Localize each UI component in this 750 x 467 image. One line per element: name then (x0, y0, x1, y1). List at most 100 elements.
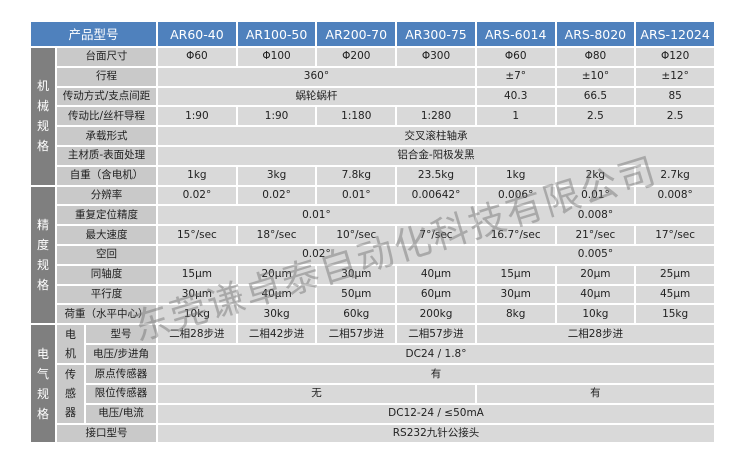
cell: 25μm (636, 265, 714, 284)
table-row: 限位传感器 无 有 (31, 384, 714, 403)
cell: 2.5 (556, 107, 635, 126)
table-row: 电压/电流 DC12-24 / ≤50mA (31, 404, 714, 423)
table-row: 重复定位精度 0.01° 0.008° (31, 206, 714, 225)
section-electrical: 电气规格 (31, 325, 55, 443)
model-header: ARS-8020 (556, 22, 635, 46)
cell: ±10° (556, 67, 635, 86)
cell: 1kg (476, 166, 555, 185)
cell: 7.8kg (317, 166, 396, 185)
cell: 0.00642° (397, 186, 475, 205)
cell: ±7° (476, 67, 555, 86)
cell: 1:90 (237, 107, 316, 126)
cell: 1 (476, 107, 555, 126)
cell: 0.006° (476, 186, 555, 205)
cell: 17°/sec (636, 226, 714, 244)
cell: 85 (636, 87, 714, 106)
row-label: 型号 (86, 325, 157, 344)
cell: 0.02° (237, 186, 316, 205)
cell: 40μm (397, 265, 475, 284)
row-label: 行程 (57, 67, 157, 86)
cell: 0.01° (158, 206, 475, 225)
row-label: 分辨率 (57, 186, 157, 205)
row-label: 承载形式 (57, 127, 157, 145)
table-row: 精度规格 分辨率 0.02° 0.02° 0.01° 0.00642° 0.00… (31, 186, 714, 324)
cell: 0.02° (158, 186, 236, 205)
cell: 30μm (317, 265, 396, 284)
cell: 8kg (476, 305, 555, 324)
spec-table: 产品型号 AR60-40 AR100-50 AR200-70 AR300-75 … (29, 20, 716, 444)
group-sensor: 传感器 (57, 365, 84, 423)
cell: 20μm (556, 265, 635, 284)
table-row: 行程 360° ±7° ±10° ±12° (31, 67, 714, 86)
cell: 0.01° (556, 186, 635, 205)
table-row: 机械规格 台面尺寸 Φ60 Φ100 Φ200 Φ300 Φ60 Φ80 Φ12… (31, 48, 714, 185)
cell: 15μm (476, 265, 555, 284)
row-label: 自重（含电机） (57, 166, 157, 185)
group-motor: 电机 (57, 325, 84, 364)
cell: 二相28步进 (158, 325, 236, 344)
table-row: 最大速度 15°/sec 18°/sec 10°/sec 7°/sec 16.7… (31, 226, 714, 244)
row-label: 限位传感器 (86, 384, 157, 403)
cell: 30μm (476, 285, 555, 304)
cell: 有 (476, 384, 714, 403)
cell: 10°/sec (317, 226, 396, 244)
cell: RS232九针公接头 (158, 424, 714, 443)
row-label: 主材质-表面处理 (57, 146, 157, 165)
cell: 二相28步进 (476, 325, 714, 344)
cell: 0.005° (476, 245, 714, 264)
cell: DC12-24 / ≤50mA (158, 404, 714, 423)
cell: 15kg (636, 305, 714, 324)
cell: 200kg (397, 305, 475, 324)
cell: 23.5kg (397, 166, 475, 185)
cell: 18°/sec (237, 226, 316, 244)
cell: 3kg (237, 166, 316, 185)
cell: 0.008° (636, 186, 714, 205)
cell: 50μm (317, 285, 396, 304)
cell: 30μm (158, 285, 236, 304)
cell: ±12° (636, 67, 714, 86)
cell: 二相57步进 (317, 325, 396, 344)
row-label: 平行度 (57, 285, 157, 304)
row-label: 最大速度 (57, 226, 157, 244)
cell: 60μm (397, 285, 475, 304)
cell: 0.008° (476, 206, 714, 225)
cell: 360° (158, 67, 475, 86)
model-header: AR200-70 (317, 22, 396, 46)
cell: 0.02° (158, 245, 475, 264)
table-row: 接口型号 RS232九针公接头 (31, 424, 714, 443)
model-header: AR60-40 (158, 22, 236, 46)
section-precision: 精度规格 (31, 186, 55, 324)
cell: 2kg (556, 166, 635, 185)
cell: 交叉滚柱轴承 (158, 127, 714, 145)
header-title: 产品型号 (31, 22, 157, 46)
cell: 10kg (556, 305, 635, 324)
cell: 10kg (158, 305, 236, 324)
cell: Φ60 (476, 48, 555, 66)
cell: 无 (158, 384, 475, 403)
cell: 2.7kg (636, 166, 714, 185)
row-label: 电压/步进角 (86, 345, 157, 364)
cell: Φ200 (317, 48, 396, 66)
table-row: 主材质-表面处理 铝合金-阳极发黑 (31, 146, 714, 165)
model-header: ARS-6014 (476, 22, 555, 46)
cell: DC24 / 1.8° (158, 345, 714, 364)
row-label: 荷重（水平中心） (57, 305, 157, 324)
row-label: 同轴度 (57, 265, 157, 284)
model-header: AR300-75 (397, 22, 475, 46)
cell: 16.7°/sec (476, 226, 555, 244)
cell: 60kg (317, 305, 396, 324)
model-header: AR100-50 (237, 22, 316, 46)
table-row: 传动比/丝杆导程 1:90 1:90 1:180 1:280 1 2.5 2.5 (31, 107, 714, 126)
table-row: 传动方式/支点间距 蜗轮蜗杆 40.3 66.5 85 (31, 87, 714, 106)
cell: 15μm (158, 265, 236, 284)
header-row: 产品型号 AR60-40 AR100-50 AR200-70 AR300-75 … (31, 22, 714, 46)
cell: Φ300 (397, 48, 475, 66)
row-label: 台面尺寸 (57, 48, 157, 66)
row-label: 传动比/丝杆导程 (57, 107, 157, 126)
table-row: 荷重（水平中心） 10kg 30kg 60kg 200kg 8kg 10kg 1… (31, 305, 714, 324)
cell: 40.3 (476, 87, 555, 106)
cell: 7°/sec (397, 226, 475, 244)
cell: 有 (158, 365, 714, 383)
cell: 40μm (237, 285, 316, 304)
model-header: ARS-12024 (636, 22, 714, 46)
